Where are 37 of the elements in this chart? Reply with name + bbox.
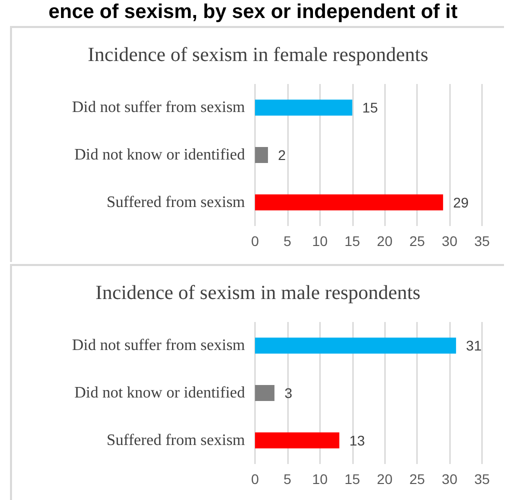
x-tick-label: 20 <box>376 233 393 249</box>
x-tick-label: 30 <box>442 471 458 487</box>
x-tick-label: 30 <box>442 233 458 249</box>
y-tick-label: Suffered from sexism <box>106 432 246 449</box>
x-tick-label: 0 <box>251 471 260 487</box>
data-label: 2 <box>278 147 286 163</box>
x-tick-label: 5 <box>284 471 292 487</box>
bar <box>255 147 268 163</box>
x-tick-label: 5 <box>284 233 292 249</box>
y-tick-label: Did not know or identified <box>74 146 245 164</box>
bar <box>255 385 274 401</box>
chart-title: Incidence of sexism in male respondents <box>96 282 421 304</box>
x-tick-label: 10 <box>312 471 328 487</box>
x-tick-label: 10 <box>312 233 328 249</box>
x-tick-label: 15 <box>344 233 360 249</box>
text: ence of sexism, by sex or independent of it <box>48 1 458 23</box>
y-tick-label: Did not suffer from sexism <box>72 337 246 354</box>
x-tick-label: 25 <box>409 471 426 487</box>
chart-title: Incidence of sexism in female respondents <box>88 44 428 66</box>
bar <box>255 338 456 354</box>
y-tick-label: Did not suffer from sexism <box>72 99 246 116</box>
x-tick-label: 20 <box>376 471 393 487</box>
bar <box>255 100 352 116</box>
x-tick-label: 35 <box>474 471 490 487</box>
data-label: 31 <box>466 338 482 354</box>
x-tick-label: 25 <box>409 233 426 249</box>
x-tick-label: 15 <box>344 471 360 487</box>
x-tick-label: 0 <box>251 233 260 249</box>
bar <box>255 194 444 210</box>
x-tick-label: 35 <box>474 233 490 249</box>
bar <box>255 432 340 448</box>
data-label: 13 <box>349 432 366 448</box>
data-label: 3 <box>284 385 292 401</box>
y-tick-label: Did not know or identified <box>74 384 245 402</box>
y-tick-label: Suffered from sexism <box>106 194 246 211</box>
data-label: 29 <box>453 194 469 210</box>
data-label: 15 <box>362 100 378 116</box>
